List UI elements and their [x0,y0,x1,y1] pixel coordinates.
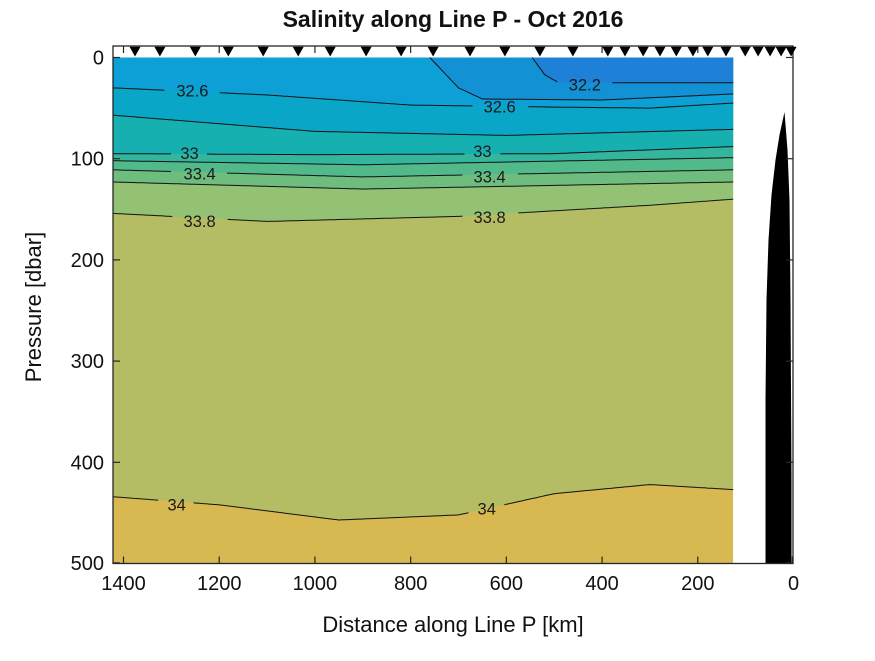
station-marker-triangle-icon [670,46,682,57]
station-marker-triangle-icon [360,46,372,57]
station-marker-triangle-icon [567,46,579,57]
contour-line-33.2 [112,157,734,166]
station-marker-triangle-icon [775,46,787,57]
station-marker-triangle-icon [499,46,511,57]
contour-label-33.4: 33.4 [184,165,216,183]
station-markers [129,46,797,57]
y-tick-label: 200 [71,250,104,272]
station-marker-triangle-icon [739,46,751,57]
contour-label-33: 33 [180,145,198,163]
station-marker-triangle-icon [637,46,649,57]
station-marker-triangle-icon [189,46,201,57]
contour-label-32.6: 32.6 [484,99,516,117]
contour-line-32.8 [112,114,734,136]
contour-label-33.4: 33.4 [474,168,506,186]
x-tick-label: 1400 [101,573,146,595]
contour-label-33: 33 [473,143,491,161]
station-marker-triangle-icon [129,46,141,57]
station-marker-triangle-icon [464,46,476,57]
contour-line-34 [112,484,734,521]
y-tick-label: 500 [71,553,104,575]
contour-label-33.8: 33.8 [184,213,216,231]
y-tick-label: 300 [71,351,104,373]
station-marker-triangle-icon [395,46,407,57]
station-marker-triangle-icon [257,46,269,57]
y-axis-label: Pressure [dbar] [21,231,46,383]
contour-fill-bands [113,57,734,564]
contour-line-33 [112,146,734,156]
station-marker-triangle-icon [602,46,614,57]
axis-ticks: 1400 1200 1000 800 600 400 200 0 0 100 200 300 400 50… [71,46,799,595]
y-tick-label: 400 [71,452,104,474]
contour-line-33.6 [113,181,734,190]
station-marker-triangle-icon [292,46,304,57]
station-marker-triangle-icon [427,46,439,57]
station-marker-triangle-icon [324,46,336,57]
contour-line-32.4 [429,57,734,101]
station-marker-triangle-icon [534,46,546,57]
contour-label-34: 34 [167,496,185,514]
station-marker-triangle-icon [654,46,666,57]
contour-label-32.2: 32.2 [569,76,601,94]
contour-label-34: 34 [478,500,496,518]
station-marker-triangle-icon [154,46,166,57]
contour-label-33.8: 33.8 [474,209,506,227]
x-tick-label: 200 [681,573,714,595]
plot-title: Salinity along Line P - Oct 2016 [282,6,624,32]
station-marker-triangle-icon [785,46,797,57]
station-marker-triangle-icon [720,46,732,57]
x-axis-label: Distance along Line P [km] [322,612,584,637]
contour-label-32.6: 32.6 [176,82,208,100]
y-tick-label: 0 [93,48,104,70]
station-marker-triangle-icon [687,46,699,57]
x-tick-label: 1000 [293,573,338,595]
x-tick-label: 0 [788,573,799,595]
plot-frame [112,45,794,565]
x-tick-label: 1200 [197,573,242,595]
x-tick-label: 800 [394,573,427,595]
contour-line-33.4 [112,169,734,178]
station-marker-triangle-icon [764,46,776,57]
contour-line-33.8 [112,198,734,222]
bathymetry-mask [765,112,792,563]
x-tick-label: 400 [585,573,618,595]
contour-lines: 32.2 32.6 32.6 33 33 33.4 33.4 33.8 33.8 34 34 [112,57,734,521]
contour-line-32.2 [531,57,734,84]
station-marker-triangle-icon [702,46,714,57]
y-tick-label: 100 [71,149,104,171]
station-marker-triangle-icon [222,46,234,57]
station-marker-triangle-icon [619,46,631,57]
contour-line-32.6 [112,87,734,109]
station-marker-triangle-icon [752,46,764,57]
band-above-32.2 [532,57,734,83]
x-tick-label: 600 [490,573,523,595]
